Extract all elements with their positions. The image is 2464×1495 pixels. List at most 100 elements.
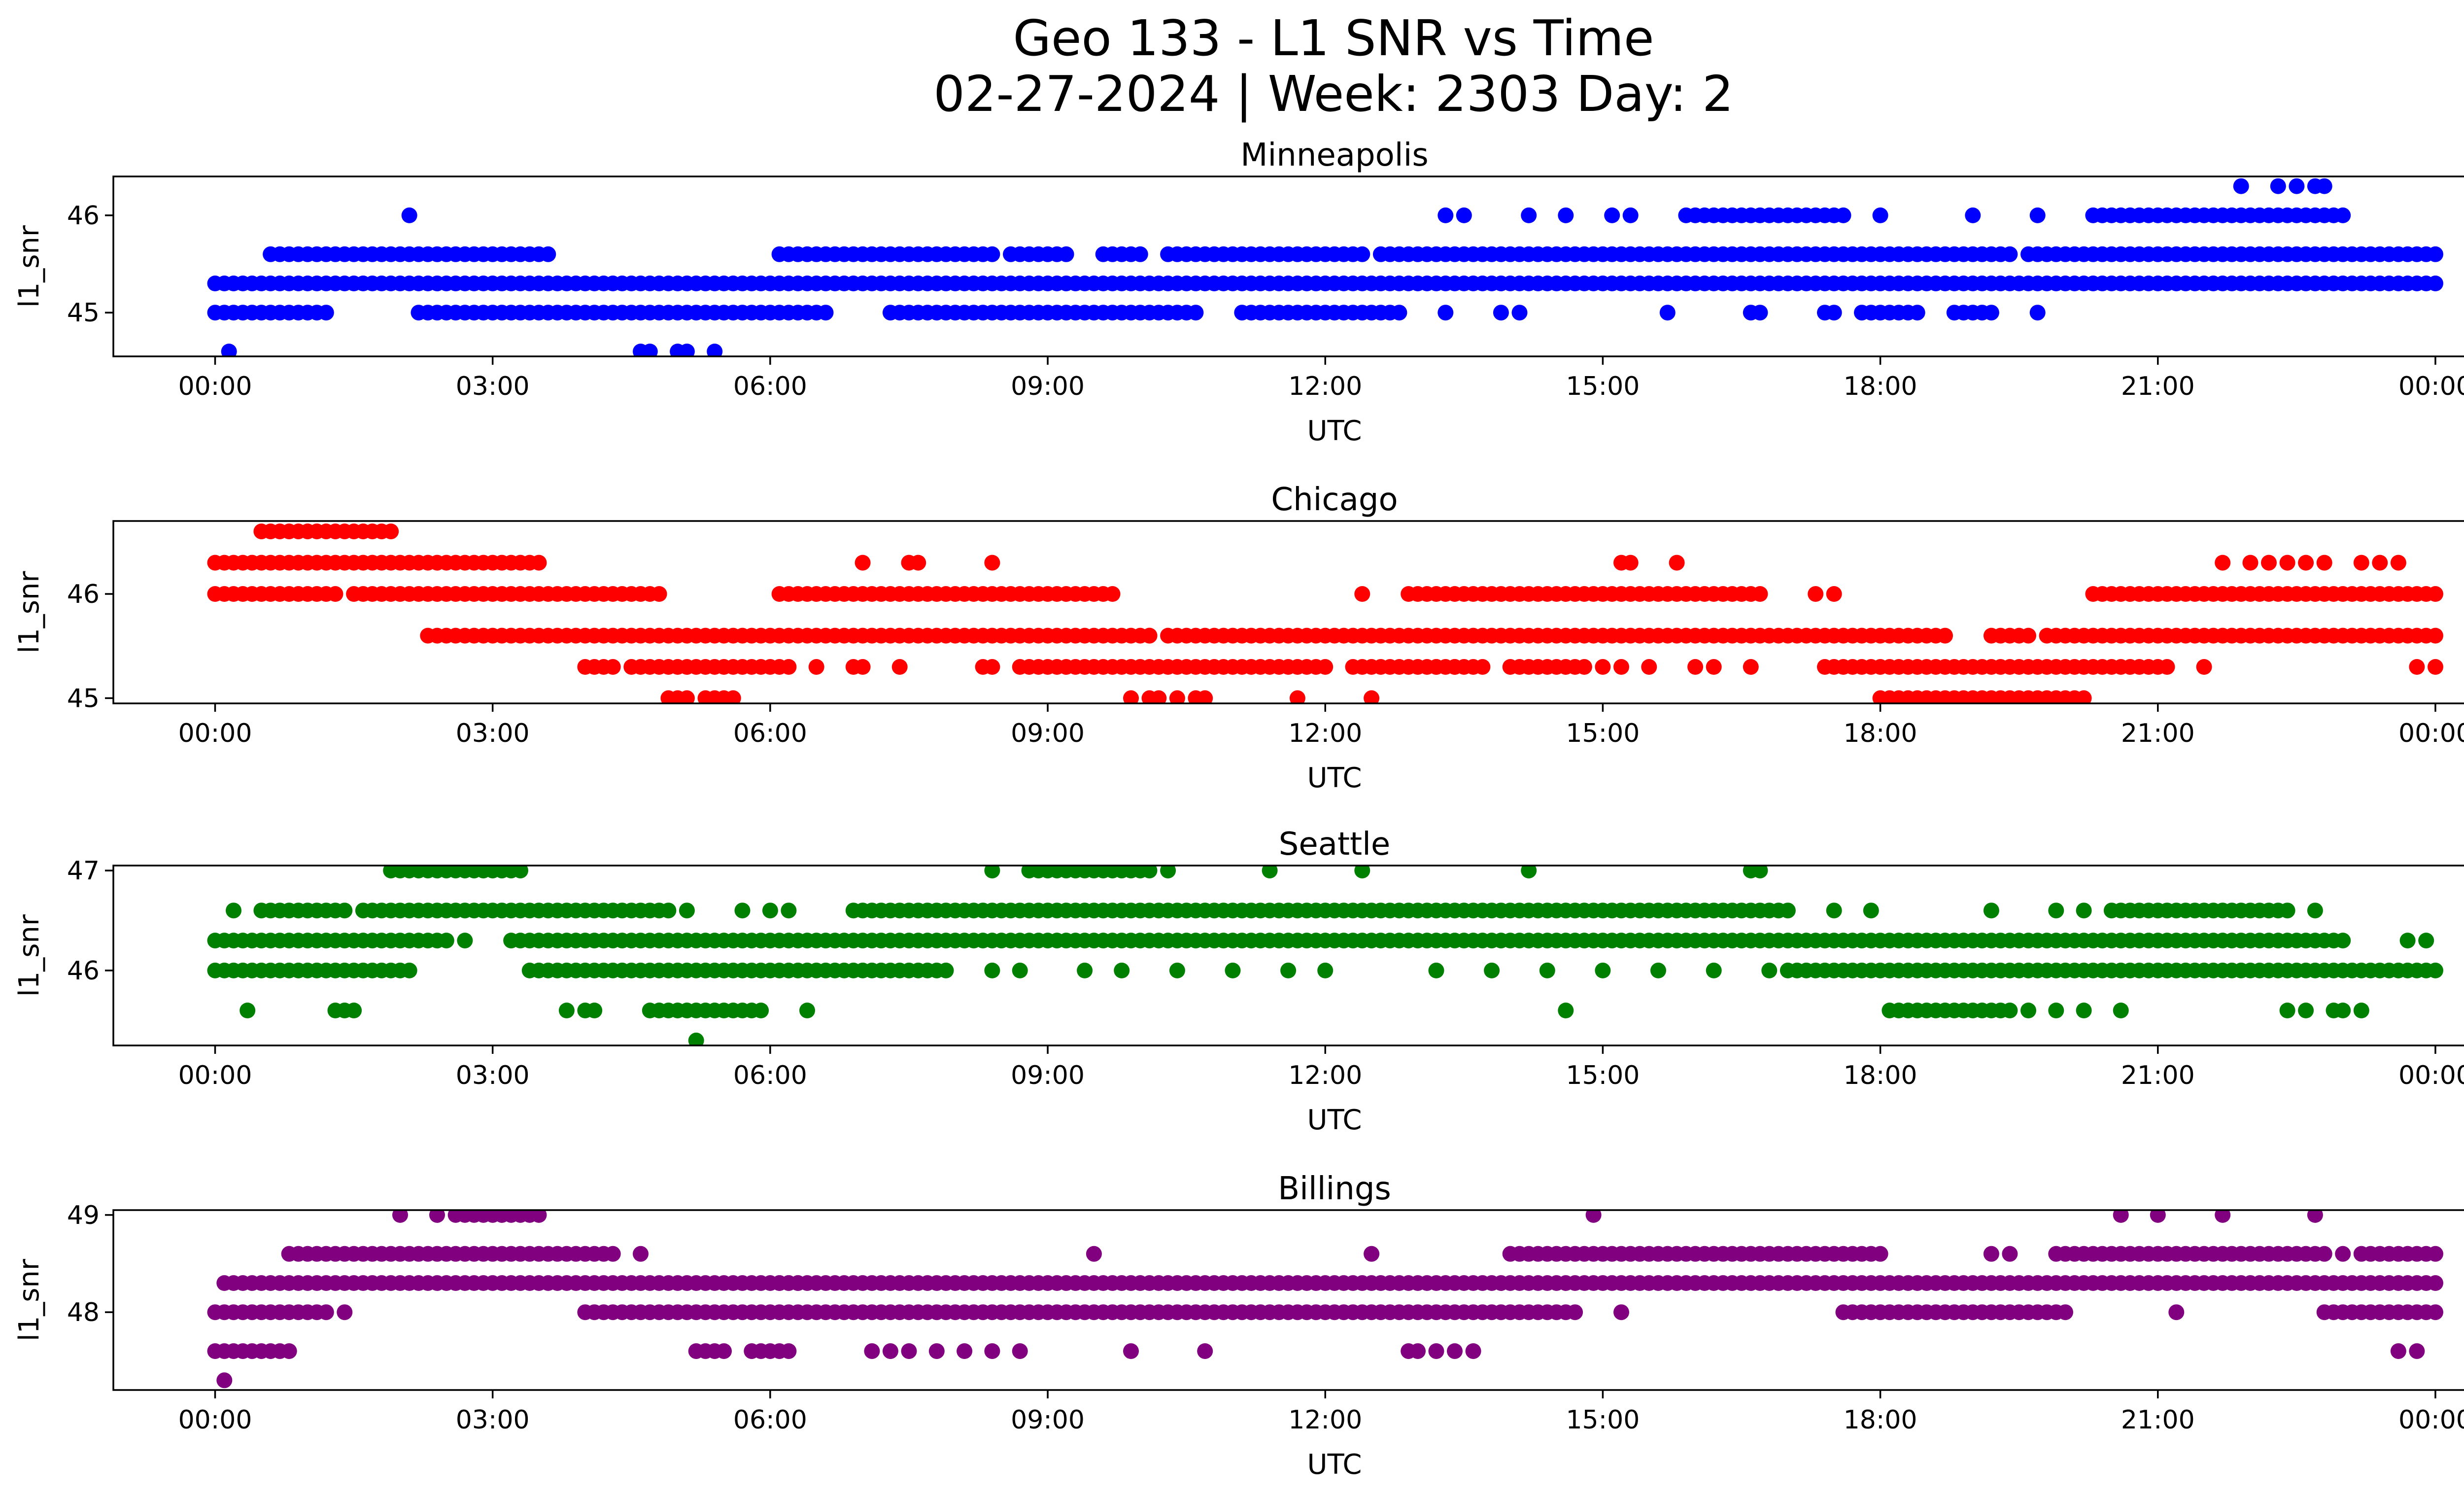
data-point	[1613, 659, 1629, 675]
data-point	[1428, 1343, 1444, 1359]
data-point	[318, 1304, 334, 1321]
data-point	[2316, 1246, 2332, 1262]
y-axis-label: l1_snr	[13, 1258, 45, 1341]
data-point	[2428, 627, 2443, 644]
data-point	[240, 1003, 256, 1018]
data-point	[2279, 555, 2295, 571]
data-point	[1585, 1210, 1602, 1223]
data-point	[531, 1210, 547, 1223]
x-tick-label: 03:00	[456, 372, 530, 401]
data-point	[383, 523, 399, 540]
data-point	[864, 1343, 880, 1359]
x-tick-label: 21:00	[2121, 1405, 2195, 1435]
data-point	[1484, 962, 1500, 978]
data-point	[734, 903, 751, 919]
x-tick-label: 12:00	[1288, 372, 1362, 401]
data-point	[1410, 1343, 1426, 1359]
data-point	[2335, 1003, 2351, 1018]
x-tick-label: 09:00	[1011, 372, 1085, 401]
data-point	[1160, 866, 1176, 879]
data-point	[1558, 207, 1574, 223]
data-point	[281, 1343, 297, 1359]
data-point	[1225, 962, 1241, 978]
data-point	[318, 305, 334, 321]
x-tick-label: 09:00	[1011, 719, 1085, 748]
data-point	[337, 1304, 353, 1321]
data-point	[1872, 207, 1888, 223]
data-point	[1151, 690, 1167, 703]
data-points	[207, 523, 2443, 703]
x-tick-label: 15:00	[1566, 1061, 1640, 1090]
y-tick-label: 46	[67, 201, 100, 231]
x-tick-label: 21:00	[2121, 719, 2195, 748]
data-point	[1132, 246, 1148, 262]
data-point	[938, 962, 954, 978]
data-point	[1965, 207, 1981, 223]
data-point	[2168, 1304, 2185, 1321]
data-point	[984, 866, 1000, 879]
data-point	[1752, 866, 1768, 879]
figure-title-line-1: Geo 133 - L1 SNR vs Time	[1013, 9, 1654, 67]
data-point	[2076, 690, 2092, 703]
x-tick-label: 00:00	[178, 1405, 252, 1435]
data-point	[2076, 903, 2092, 919]
data-point	[2428, 962, 2443, 978]
x-axis-label: UTC	[1307, 415, 1362, 447]
data-point	[586, 1003, 603, 1018]
data-point	[1141, 866, 1158, 879]
x-tick-label: 06:00	[733, 719, 807, 748]
data-point	[2279, 903, 2295, 919]
data-point	[2353, 555, 2369, 571]
x-axis-label: UTC	[1307, 1104, 1362, 1136]
data-point	[1826, 586, 1842, 602]
data-point	[2409, 1343, 2425, 1359]
data-point	[2261, 555, 2277, 571]
data-point	[1197, 690, 1213, 703]
data-point	[1826, 903, 1842, 919]
data-point	[984, 555, 1000, 571]
data-point	[1012, 1343, 1028, 1359]
x-tick-label: 06:00	[733, 372, 807, 401]
data-point	[799, 1003, 815, 1018]
data-point	[855, 659, 871, 675]
data-point	[1983, 903, 1999, 919]
data-point	[1428, 962, 1444, 978]
plot-frame	[112, 520, 2464, 704]
data-point	[1687, 659, 1704, 675]
y-axis-label: l1_snr	[13, 571, 45, 654]
data-point	[2428, 1275, 2443, 1291]
x-tick-label: 18:00	[1844, 719, 1917, 748]
data-point	[2076, 1003, 2092, 1018]
subplot-minneapolis: Minneapolis UTC l1_snr 00:00 03:00 06:00 09:00…	[13, 137, 2464, 447]
data-point	[2279, 1003, 2295, 1018]
data-point	[2353, 1003, 2369, 1018]
data-point	[679, 903, 695, 919]
data-point	[1835, 1304, 1851, 1321]
y-tick-label: 45	[67, 684, 100, 713]
data-point	[1909, 305, 1925, 321]
data-point	[2242, 555, 2259, 571]
data-point	[2150, 1210, 2166, 1223]
data-point	[2048, 1003, 2064, 1018]
data-point	[2215, 555, 2231, 571]
data-point	[2048, 903, 2064, 919]
data-point	[2428, 659, 2443, 675]
data-point	[1086, 1246, 1102, 1262]
data-point	[1169, 962, 1185, 978]
data-point	[633, 1246, 649, 1262]
data-points	[207, 1210, 2443, 1389]
data-point	[605, 1246, 621, 1262]
data-points	[207, 866, 2443, 1045]
data-point	[2335, 933, 2351, 949]
data-point	[688, 1032, 704, 1045]
data-point	[1650, 962, 1666, 978]
data-point	[1521, 866, 1537, 879]
data-point	[679, 690, 695, 703]
data-point	[1188, 305, 1204, 321]
data-point	[1364, 690, 1380, 703]
x-tick-label: 06:00	[733, 1405, 807, 1435]
subplot-billings: Billings UTC l1_snr 00:00 03:00 06:00 09:00 12:…	[13, 1171, 2464, 1481]
x-tick-label: 00:00	[178, 1061, 252, 1090]
